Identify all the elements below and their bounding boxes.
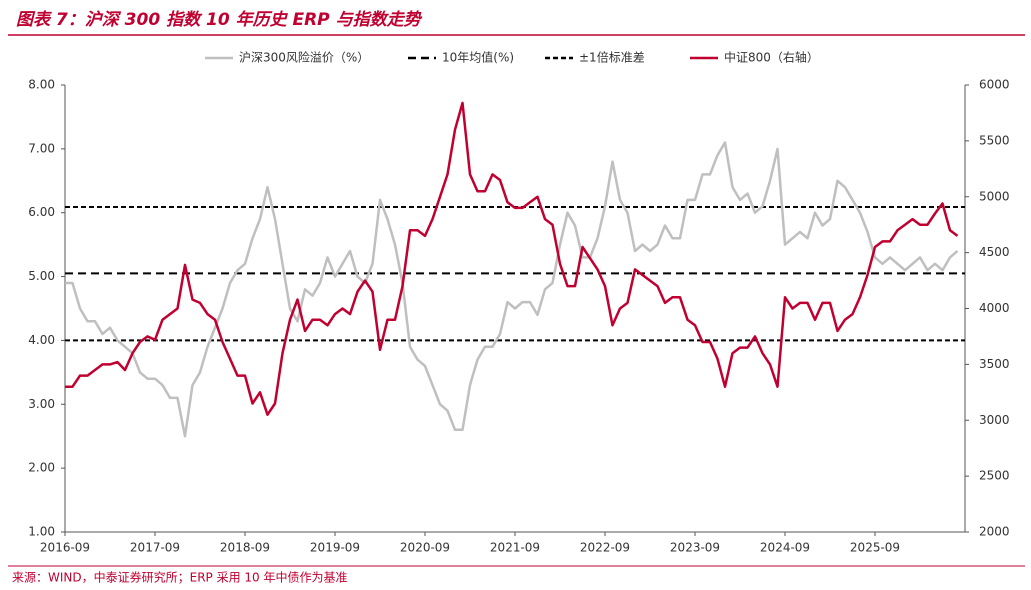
y-tick-label: 8.00 <box>28 78 55 92</box>
legend-label: ±1倍标准差 <box>579 50 645 65</box>
series-line <box>65 101 959 416</box>
x-tick-label: 2017-09 <box>130 541 180 555</box>
chart-title: 图表 7：沪深 300 指数 10 年历史 ERP 与指数走势 <box>16 10 423 30</box>
x-tick-label: 2016-09 <box>40 541 90 555</box>
legend-label: 10年均值(%) <box>442 50 514 65</box>
y-tick-label: 2.00 <box>28 461 55 475</box>
y2-tick-label: 5000 <box>979 189 1010 203</box>
y2-tick-label: 2500 <box>979 469 1010 483</box>
y2-tick-label: 4000 <box>979 301 1010 315</box>
y-tick-label: 6.00 <box>28 205 55 219</box>
source: 来源：WIND，中泰证券研究所；ERP 采用 10 年中债作为基准 <box>12 570 348 585</box>
x-tick-label: 2020-09 <box>400 541 450 555</box>
x-tick-label: 2023-09 <box>670 541 720 555</box>
y2-tick-label: 4500 <box>979 245 1010 259</box>
x-tick-label: 2025-09 <box>850 541 900 555</box>
x-tick-label: 2019-09 <box>310 541 360 555</box>
y2-tick-label: 3500 <box>979 357 1010 371</box>
y-tick-label: 7.00 <box>28 141 55 155</box>
series-line <box>65 141 959 438</box>
x-tick-label: 2024-09 <box>760 541 810 555</box>
x-tick-label: 2018-09 <box>220 541 270 555</box>
x-tick-label: 2021-09 <box>490 541 540 555</box>
y-tick-label: 4.00 <box>28 333 55 347</box>
y2-tick-label: 5500 <box>979 133 1010 147</box>
legend-label: 中证800（右轴） <box>724 50 819 65</box>
y2-tick-label: 6000 <box>979 78 1010 92</box>
y-tick-label: 5.00 <box>28 269 55 283</box>
y-tick-label: 3.00 <box>28 397 55 411</box>
y2-tick-label: 2000 <box>979 525 1010 539</box>
x-tick-label: 2022-09 <box>580 541 630 555</box>
y-tick-label: 1.00 <box>28 525 55 539</box>
legend-label: 沪深300风险溢价（%） <box>239 50 369 65</box>
y2-tick-label: 3000 <box>979 413 1010 427</box>
